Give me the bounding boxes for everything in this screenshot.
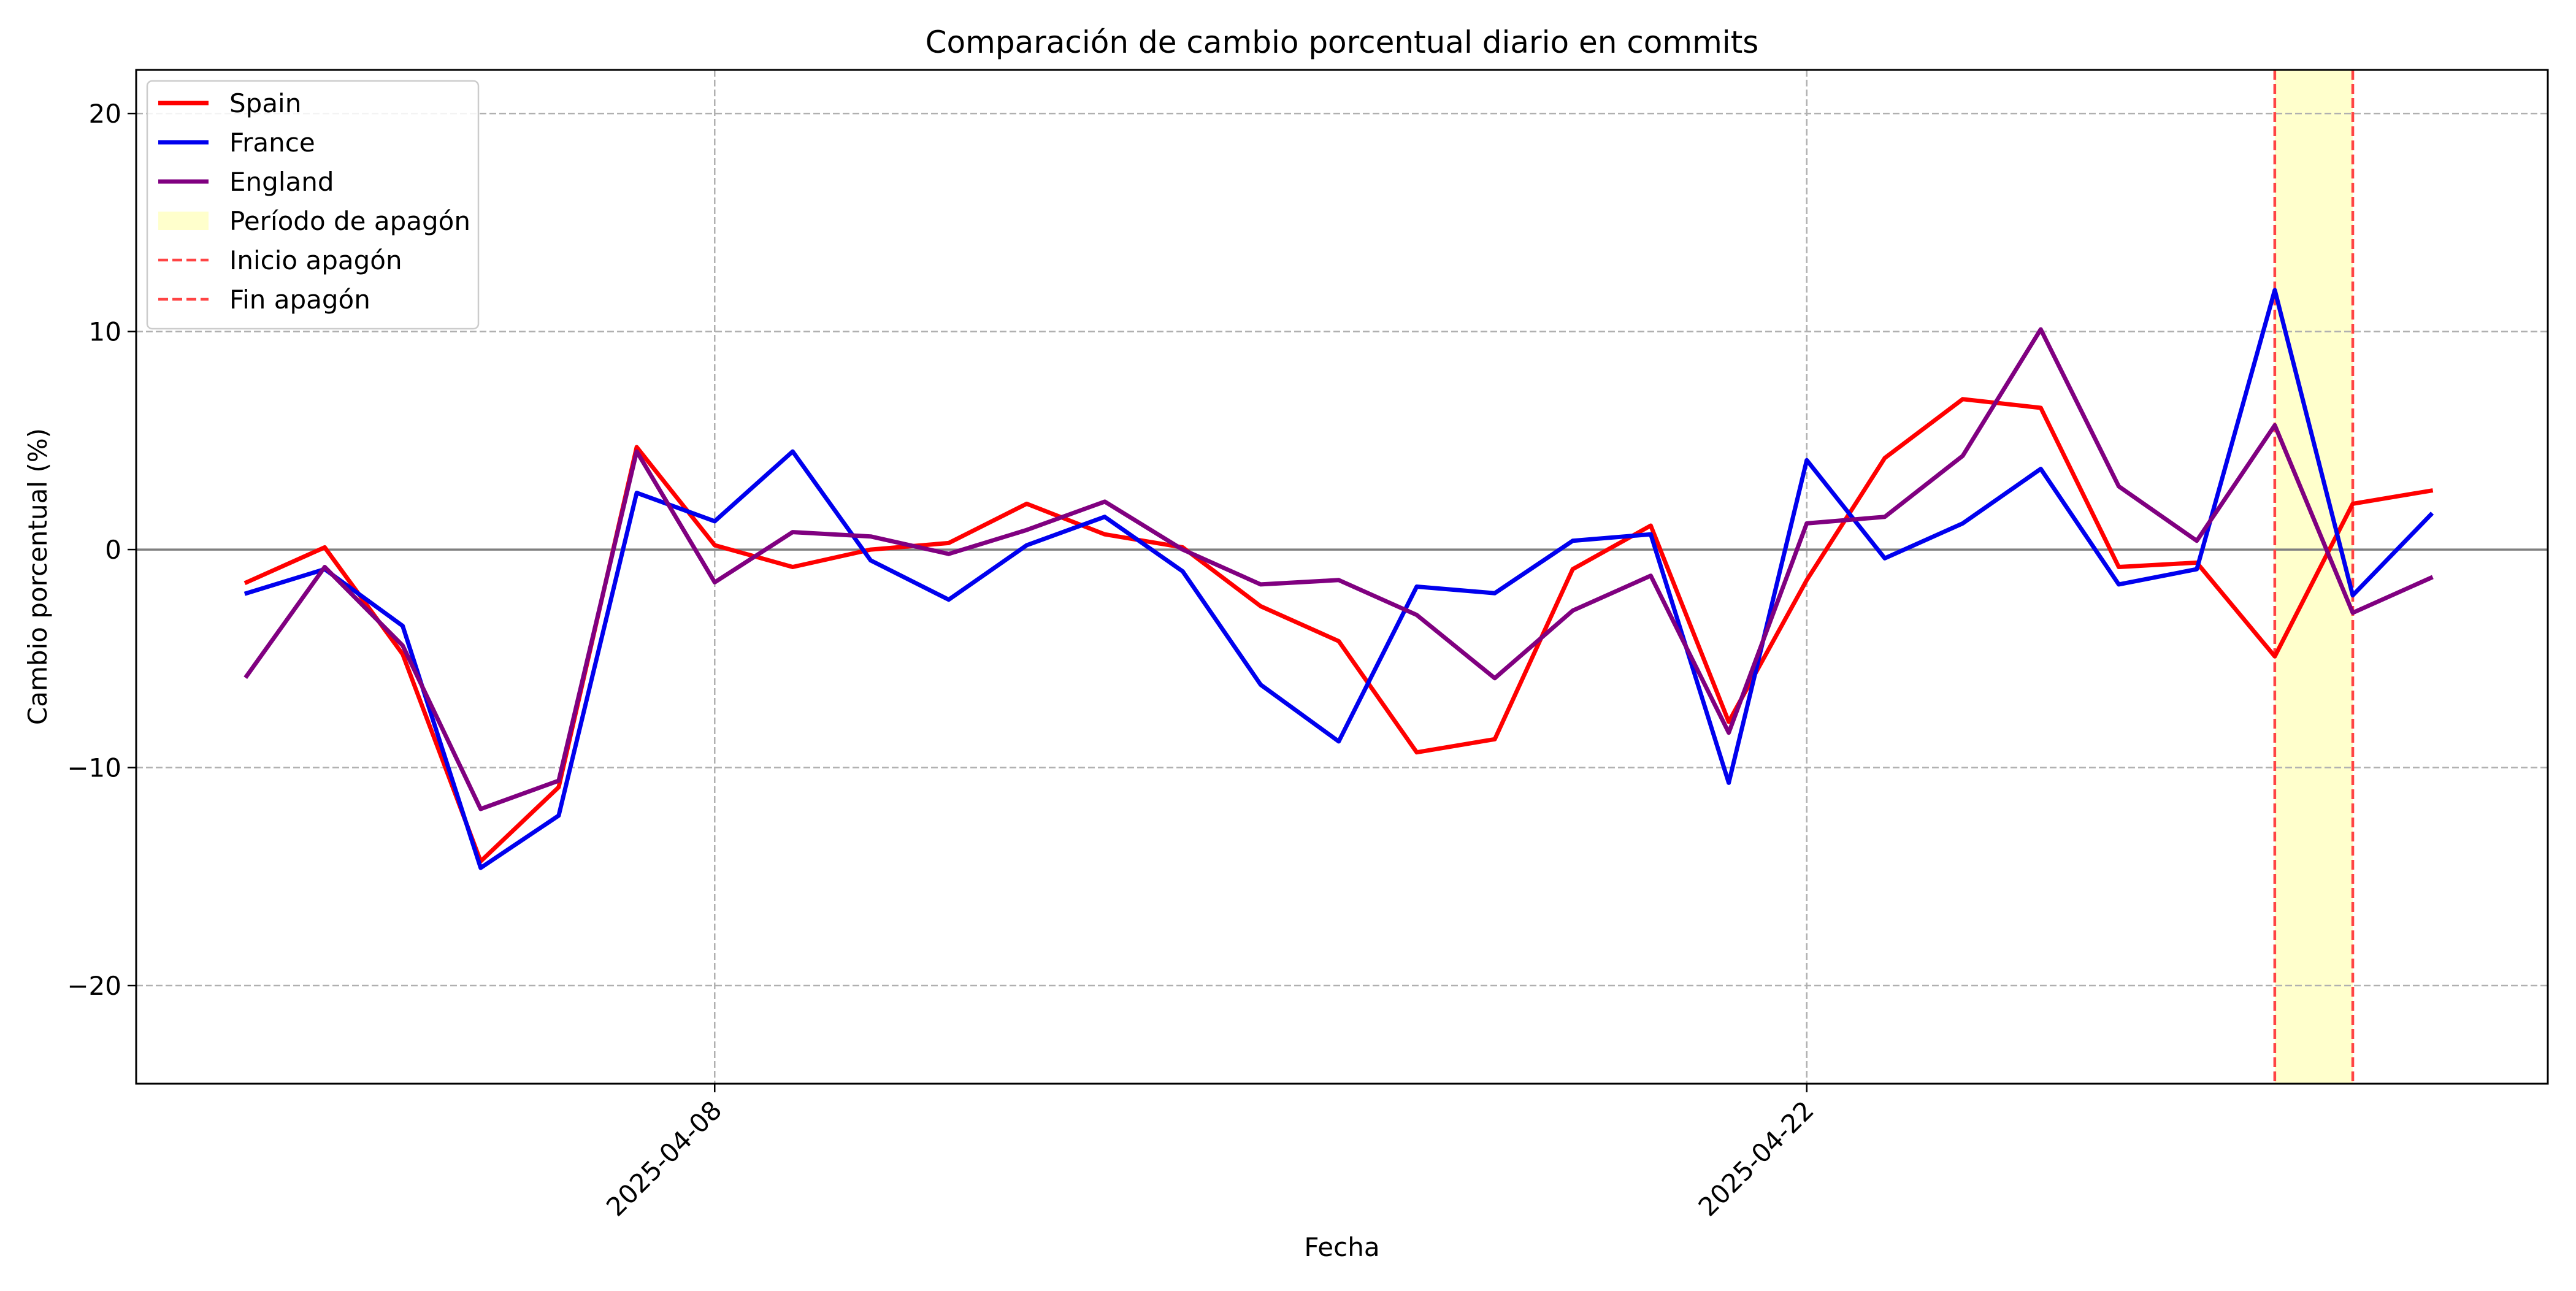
series-line-france — [243, 288, 2434, 870]
legend-label: England — [229, 167, 334, 197]
y-tick-label: 20 — [89, 99, 121, 129]
legend-label: Spain — [229, 88, 301, 118]
legend-swatch-blackout — [158, 212, 209, 230]
plot-area: −20 −10 0 10 20 2025-04-08 2025-04-22 Spain Fran… — [67, 69, 2549, 1222]
x-tick-label: 2025-04-22 — [1693, 1095, 1820, 1222]
legend: Spain France England Período de apagón Inici… — [146, 80, 480, 330]
legend-label: France — [229, 128, 315, 158]
legend-label: Fin apagón — [229, 285, 370, 315]
legend-label: Inicio apagón — [229, 245, 402, 275]
y-tick-label: −10 — [67, 753, 121, 783]
x-tick-label: 2025-04-08 — [600, 1095, 727, 1222]
legend-box — [146, 80, 480, 330]
y-tick-label: −20 — [67, 971, 121, 1001]
y-axis-title: Cambio porcentual (%) — [23, 428, 53, 725]
plot-background — [136, 70, 2548, 1084]
chart-title: Comparación de cambio porcentual diario … — [926, 25, 1759, 60]
plot-frame — [135, 69, 2549, 1085]
legend-label: Período de apagón — [229, 206, 470, 236]
series-line-england — [243, 327, 2434, 811]
x-axis-title: Fecha — [1304, 1232, 1379, 1262]
y-tick-label: 0 — [105, 535, 121, 565]
y-tick-label: 10 — [89, 317, 121, 347]
